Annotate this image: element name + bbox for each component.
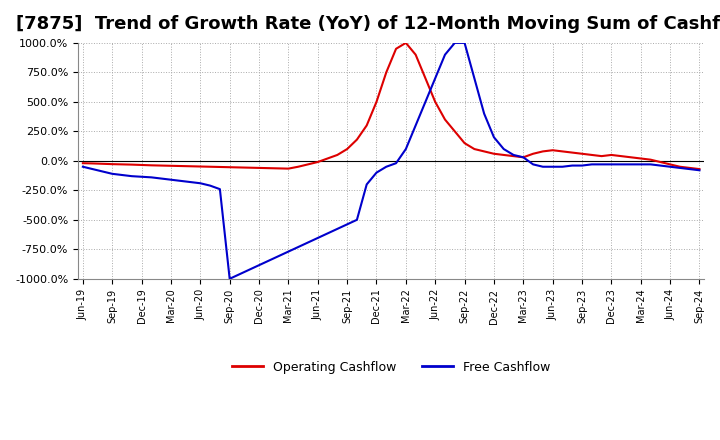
- Title: [7875]  Trend of Growth Rate (YoY) of 12-Month Moving Sum of Cashflows: [7875] Trend of Growth Rate (YoY) of 12-…: [17, 15, 720, 33]
- Legend: Operating Cashflow, Free Cashflow: Operating Cashflow, Free Cashflow: [227, 356, 555, 379]
